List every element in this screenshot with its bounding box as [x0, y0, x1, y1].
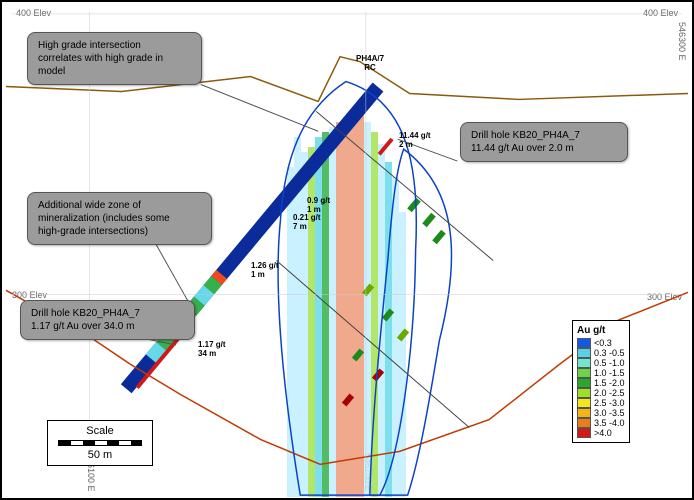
callout-text: correlates with high grade in [38, 52, 191, 65]
legend-swatch [577, 348, 591, 358]
legend-label: 2.0 -2.5 [594, 388, 625, 398]
axis-elev-400-right: 400 Elev [643, 8, 678, 18]
model-speckle [422, 213, 436, 228]
callout-text: model [38, 65, 191, 78]
model-column [343, 117, 350, 497]
legend-item: 2.5 -3.0 [577, 398, 625, 408]
legend-label: 1.5 -2.0 [594, 378, 625, 388]
legend-label: 2.5 -3.0 [594, 398, 625, 408]
callout-text: 1.17 g/t Au over 34.0 m [31, 320, 184, 333]
legend-swatch [577, 338, 591, 348]
callout-text: Drill hole KB20_PH4A_7 [471, 129, 617, 142]
callout-c1: High grade intersectioncorrelates with h… [27, 32, 202, 85]
legend-item: 0.3 -0.5 [577, 348, 625, 358]
legend-swatch [577, 418, 591, 428]
legend-label: 0.3 -0.5 [594, 348, 625, 358]
legend-item: 1.5 -2.0 [577, 378, 625, 388]
cross-section-diagram: 400 Elev 400 Elev 300 Elev 300 Elev 5461… [0, 0, 694, 500]
model-column [399, 212, 406, 497]
legend-label: 1.0 -1.5 [594, 368, 625, 378]
axis-elev-300-left: 300 Elev [12, 290, 47, 300]
legend-item: 1.0 -1.5 [577, 368, 625, 378]
model-column [329, 127, 336, 497]
model-column [322, 132, 329, 497]
axis-east-546300: 546300 E [677, 22, 687, 61]
model-column [336, 122, 343, 497]
callout-text: mineralization (includes some [38, 212, 201, 225]
legend-label: 0.5 -1.0 [594, 358, 625, 368]
callout-c4: Drill hole KB20_PH4A_71.17 g/t Au over 3… [20, 300, 195, 340]
callout-text: high-grade intersections) [38, 225, 201, 238]
legend-swatch [577, 408, 591, 418]
model-column [315, 137, 322, 497]
model-speckle [432, 230, 446, 245]
legend-swatch [577, 388, 591, 398]
legend-swatch [577, 428, 591, 438]
interval-annotation: 1.17 g/t34 m [198, 341, 226, 359]
legend-label: 3.5 -4.0 [594, 418, 625, 428]
model-column [378, 144, 385, 497]
legend-title: Au g/t [577, 325, 625, 336]
legend-item: 0.5 -1.0 [577, 358, 625, 368]
callout-pointer-1 [201, 85, 318, 132]
legend-swatch [577, 398, 591, 408]
legend-label: <0.3 [594, 338, 612, 348]
legend-item: 2.0 -2.5 [577, 388, 625, 398]
legend-swatch [577, 358, 591, 368]
collar-label: PH4A/7 RC [356, 54, 384, 72]
legend-swatch [577, 378, 591, 388]
interval-annotation: 0.9 g/t1 m [307, 197, 330, 215]
model-column [357, 108, 364, 497]
callout-c2: Drill hole KB20_PH4A_711.44 g/t Au over … [460, 122, 628, 162]
interval-annotation: 0.21 g/t7 m [293, 214, 321, 232]
model-column [350, 112, 357, 497]
model-column [385, 162, 392, 497]
legend-item: 3.0 -3.5 [577, 408, 625, 418]
callout-text: Additional wide zone of [38, 199, 201, 212]
legend-item: 3.5 -4.0 [577, 418, 625, 428]
legend-item: <0.3 [577, 338, 625, 348]
callout-text: Drill hole KB20_PH4A_7 [31, 307, 184, 320]
legend-item: >4.0 [577, 428, 625, 438]
scale-bar: Scale 50 m [47, 420, 153, 466]
legend-label: >4.0 [594, 428, 612, 438]
scale-label-bottom: 50 m [58, 449, 142, 461]
legend-box: Au g/t <0.30.3 -0.50.5 -1.01.0 -1.51.5 -… [572, 320, 630, 443]
scale-bar-graphic [58, 440, 142, 446]
legend-label: 3.0 -3.5 [594, 408, 625, 418]
interval-annotation: 11.44 g/t2 m [399, 132, 431, 150]
callout-text: 11.44 g/t Au over 2.0 m [471, 142, 617, 155]
model-speckle [407, 198, 421, 213]
callout-c3: Additional wide zone ofmineralization (i… [27, 192, 212, 245]
model-column [371, 132, 378, 497]
scale-label-top: Scale [58, 425, 142, 437]
interval-annotation: 1.26 g/t1 m [251, 262, 279, 280]
model-column [364, 122, 371, 497]
callout-text: High grade intersection [38, 39, 191, 52]
axis-elev-300-right: 300 Elev [647, 292, 682, 302]
legend-swatch [577, 368, 591, 378]
axis-elev-400-left: 400 Elev [16, 8, 51, 18]
